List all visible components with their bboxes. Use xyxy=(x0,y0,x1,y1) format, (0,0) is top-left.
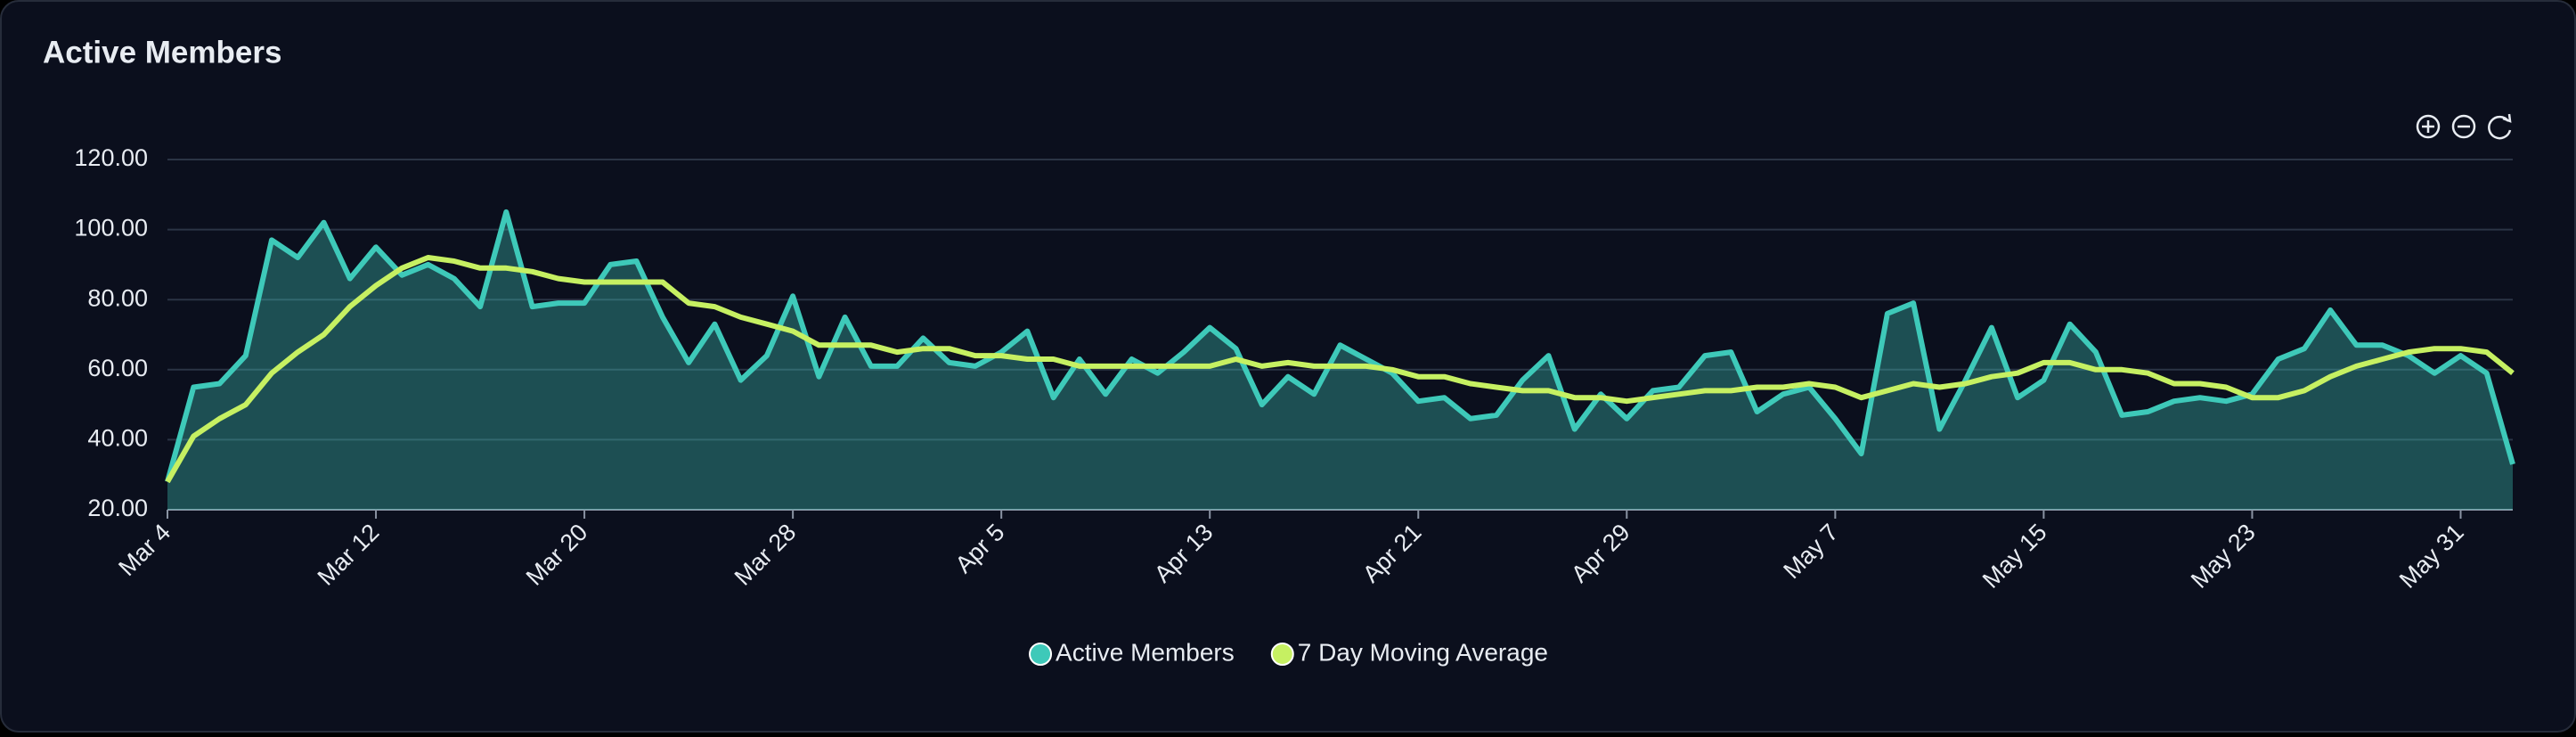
y-tick-label: 60.00 xyxy=(87,355,148,381)
legend: Active Members 7 Day Moving Average xyxy=(1029,638,1548,666)
legend-item[interactable]: 7 Day Moving Average xyxy=(1270,638,1548,666)
series-line xyxy=(165,209,2515,483)
series-line xyxy=(165,255,2515,484)
y-tick-label: 80.00 xyxy=(87,284,148,311)
zoom-in[interactable] xyxy=(2416,114,2441,139)
legend-marker xyxy=(1270,643,1294,666)
zoom-out[interactable] xyxy=(2451,114,2476,139)
chart-title: Active Members xyxy=(43,35,281,70)
y-tick-label: 40.00 xyxy=(87,425,148,452)
legend-marker xyxy=(1029,643,1053,666)
y-tick-label: 120.00 xyxy=(74,144,148,171)
legend-label: 7 Day Moving Average xyxy=(1298,638,1548,666)
reset-zoom[interactable] xyxy=(2488,113,2512,140)
series-area xyxy=(167,211,2513,510)
y-tick-label: 20.00 xyxy=(87,495,148,521)
legend-item[interactable]: Active Members xyxy=(1029,638,1235,666)
y-tick-label: 100.00 xyxy=(74,215,148,242)
legend-label: Active Members xyxy=(1056,638,1235,666)
